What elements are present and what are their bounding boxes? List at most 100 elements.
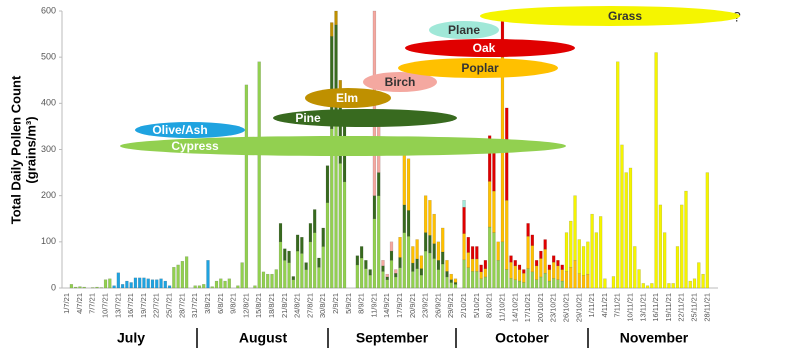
bar-segment (488, 135, 492, 182)
x-tick-label: 25/7/21 (165, 293, 174, 318)
bar-segment (428, 235, 432, 254)
bar-segment (291, 276, 295, 280)
bar-segment (129, 282, 133, 289)
x-tick-label: 7/7/21 (88, 293, 97, 314)
bar-segment (453, 278, 458, 283)
bar-segment (560, 264, 564, 270)
bar-segment (628, 167, 633, 289)
bar-segment (313, 232, 317, 289)
bar-segment (244, 84, 249, 289)
x-tick-label: 16/11/21 (651, 293, 660, 322)
month-label: July (117, 330, 145, 346)
bar-segment (295, 250, 300, 289)
bar-segment (402, 149, 406, 206)
bar-segment (654, 52, 658, 289)
bar-segment (513, 265, 517, 280)
bar-segment (287, 250, 291, 263)
x-tick-label: 1/7/21 (62, 293, 71, 314)
bar-segment (317, 257, 321, 268)
bar-segment (270, 273, 274, 289)
bar-segment (509, 278, 513, 289)
bar-segment (415, 258, 419, 269)
bar-segment (415, 268, 419, 289)
bar-segment (641, 283, 645, 289)
bar-segment (624, 172, 628, 289)
bar-segment (573, 260, 577, 289)
bar-segment (355, 255, 360, 266)
x-tick-label: 17/9/21 (395, 293, 404, 318)
bar-segment (321, 246, 325, 289)
bar-segment (74, 286, 78, 289)
bar-segment (385, 273, 389, 278)
bar-segment (300, 253, 304, 289)
bar-segment (569, 220, 573, 268)
bar-segment (684, 190, 688, 289)
month-label: September (356, 330, 429, 346)
bar-segment (291, 279, 295, 289)
bar-segment (359, 257, 364, 289)
bar-segment (620, 144, 624, 289)
bar-segment (662, 232, 667, 289)
x-tick-label: 29/10/21 (574, 293, 583, 322)
bar-segment (368, 274, 372, 289)
bar-segment (116, 272, 121, 289)
x-tick-label: 26/9/21 (433, 293, 442, 318)
bar-segment (556, 260, 560, 267)
bar-segment (415, 239, 419, 260)
bar-segment (278, 223, 283, 243)
bar-segment (95, 286, 99, 289)
bar-segment (517, 264, 522, 270)
bar-segment (509, 261, 513, 279)
bar-segment (423, 232, 428, 252)
x-tick-label: 11/10/21 (497, 293, 506, 322)
bar-segment (543, 239, 547, 250)
x-tick-label: 3/8/21 (203, 293, 212, 314)
bar-segment (697, 262, 701, 289)
y-tick-label: 600 (41, 5, 56, 15)
bar-segment (330, 22, 334, 37)
bar-segment (547, 269, 552, 282)
bar-segment (505, 107, 509, 201)
bar-segment (667, 283, 671, 289)
bar-segment (483, 276, 488, 289)
y-tick-label: 400 (41, 98, 56, 108)
bar-segment (522, 273, 526, 283)
bar-segment (197, 285, 202, 289)
x-tick-label: 2/10/21 (459, 293, 468, 318)
bar-segment (419, 255, 424, 269)
bar-segment (650, 283, 654, 289)
bar-segment (488, 181, 492, 228)
bar-segment (82, 286, 86, 289)
bar-segment (146, 278, 150, 289)
bar-segment (338, 163, 342, 289)
bar-segment (500, 241, 505, 289)
bar-segment (274, 269, 278, 289)
legend-swatch (398, 58, 558, 78)
bar-segment (202, 284, 206, 289)
bar-segment (539, 258, 543, 278)
bar-segment (406, 236, 411, 289)
bar-segment (470, 271, 475, 289)
x-tick-label: 22/11/21 (677, 293, 686, 322)
bar-segment (163, 280, 167, 289)
bar-segment (108, 278, 112, 289)
bar-segment (308, 241, 313, 289)
y-axis-label: Total Daily Pollen Count (8, 75, 23, 224)
x-tick-label: 13/11/21 (638, 293, 647, 322)
bar-segment (633, 246, 637, 289)
bar-segment (492, 232, 496, 289)
bar-segment (112, 285, 116, 289)
bar-segment (688, 280, 692, 289)
bar-segment (492, 149, 496, 192)
legend-label: Birch (385, 75, 416, 89)
x-tick-label: 5/10/21 (472, 293, 481, 318)
x-tick-label: 24/8/21 (293, 293, 302, 318)
x-tick-label: 14/10/21 (510, 293, 519, 322)
bar-segment (539, 276, 543, 289)
legend-label: Oak (473, 41, 496, 55)
y-tick-label: 500 (41, 52, 56, 62)
y-tick-label: 300 (41, 144, 56, 154)
bar-segment (496, 241, 500, 261)
bar-segment (569, 267, 573, 289)
x-tick-label: 17/10/21 (523, 293, 532, 322)
